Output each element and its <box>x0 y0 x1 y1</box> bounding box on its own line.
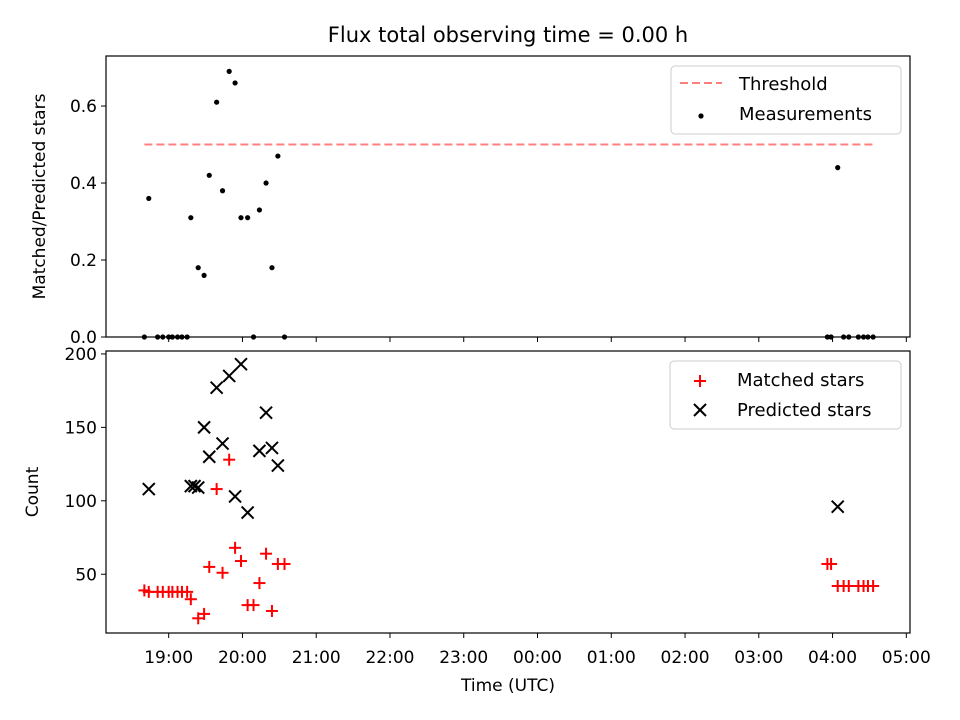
top-ytick-label: 0.2 <box>70 251 97 271</box>
predicted-star-point <box>234 357 248 371</box>
matched-star-point <box>247 599 260 612</box>
legend-label-threshold: Threshold <box>738 74 828 95</box>
bottom-ytick-label: 100 <box>65 492 97 512</box>
bottom-ylabel: Count <box>23 466 43 517</box>
matched-star-point <box>210 483 223 496</box>
predicted-star-point <box>271 458 285 473</box>
matched-star-point <box>229 541 242 554</box>
measurement-point <box>232 80 238 86</box>
predicted-star-point <box>187 479 202 493</box>
bottom-xtick-label: 19:00 <box>144 648 193 668</box>
measurement-point <box>269 265 275 271</box>
matched-star-point <box>184 593 197 606</box>
matched-star-point <box>181 585 194 598</box>
matched-star-point <box>216 566 229 579</box>
bottom-plot-marks <box>138 357 880 625</box>
top-axes-frame <box>105 55 911 338</box>
measurement-point <box>245 215 251 221</box>
bottom-xtick-label: 02:00 <box>661 648 710 668</box>
measurement-point <box>214 99 220 105</box>
bottom-y-ticks: 50 100 150 200 <box>65 345 106 585</box>
predicted-star-point <box>265 441 279 455</box>
matched-star-point <box>253 577 266 590</box>
top-ytick-label: 0.0 <box>70 328 97 348</box>
matched-star-point <box>278 557 291 570</box>
top-ytick-label: 0.6 <box>70 97 97 117</box>
legend-predicted-marker <box>693 403 707 417</box>
matched-star-point <box>203 560 216 573</box>
bottom-xtick-label: 20:00 <box>218 648 267 668</box>
predicted-star-point <box>228 489 242 504</box>
bottom-ytick-label: 200 <box>65 345 97 365</box>
predicted-star-point <box>209 381 224 395</box>
measurement-point <box>275 153 281 159</box>
bottom-xtick-label: 22:00 <box>365 648 414 668</box>
predicted-star-point <box>222 369 236 383</box>
matched-star-point <box>234 555 247 568</box>
legend-matched-marker <box>694 375 706 387</box>
bottom-xtick-label: 03:00 <box>734 648 783 668</box>
bottom-panel: 50 100 150 200 19:00 20:00 21:00 22:00 23:00 00:… <box>23 345 931 696</box>
top-y-ticks: 0.0 0.2 0.4 0.6 <box>70 97 106 348</box>
legend-label-predicted: Predicted stars <box>737 400 871 421</box>
measurement-point <box>263 180 269 186</box>
top-plot-marks <box>141 68 876 340</box>
bottom-ytick-label: 50 <box>75 565 97 585</box>
bottom-xtick-label: 04:00 <box>808 648 857 668</box>
predicted-star-point <box>215 436 230 451</box>
predicted-star-point <box>240 505 255 520</box>
bottom-axes-frame <box>105 350 911 634</box>
bottom-xtick-label: 23:00 <box>439 648 488 668</box>
bottom-x-ticks: 19:00 20:00 21:00 22:00 23:00 00:00 01:00 02:00… <box>144 633 931 668</box>
top-panel: 0.0 0.2 0.4 0.6 Matched/Predicted stars Thr… <box>30 55 911 348</box>
measurement-point <box>195 265 201 271</box>
predicted-star-point <box>202 450 216 464</box>
top-ytick-label: 0.4 <box>70 174 97 194</box>
measurement-point <box>201 272 207 279</box>
measurement-point <box>835 165 841 171</box>
bottom-legend: Matched stars Predicted stars <box>669 360 902 430</box>
matched-star-point <box>223 453 236 466</box>
bottom-xtick-label: 05:00 <box>882 648 931 668</box>
legend-label-measurements: Measurements <box>739 104 872 125</box>
matched-star-point <box>198 607 211 620</box>
top-x-ticks <box>168 337 907 342</box>
legend-label-matched: Matched stars <box>737 370 864 391</box>
predicted-star-point <box>259 405 273 420</box>
predicted-star-point <box>831 499 845 514</box>
measurement-point <box>188 215 194 221</box>
bottom-ytick-label: 150 <box>65 418 97 438</box>
figure-title: Flux total observing time = 0.00 h <box>328 23 688 47</box>
predicted-star-point <box>142 482 156 496</box>
top-legend: Threshold Measurements <box>670 65 902 135</box>
predicted-star-point <box>191 480 205 495</box>
measurement-point <box>206 172 212 178</box>
measurement-point <box>238 215 244 221</box>
measurement-point <box>219 188 226 194</box>
matched-star-point <box>867 580 880 592</box>
measurement-point <box>256 207 263 213</box>
predicted-star-point <box>197 420 211 435</box>
matched-star-point <box>825 557 838 570</box>
measurement-point <box>146 195 152 202</box>
bottom-xtick-label: 00:00 <box>513 648 562 668</box>
predicted-star-point <box>252 444 267 458</box>
legend-measurement-marker <box>698 113 704 119</box>
matched-star-point <box>265 604 278 617</box>
measurement-point <box>226 68 232 74</box>
bottom-xtick-label: 21:00 <box>292 648 341 668</box>
matched-star-point <box>260 547 273 560</box>
bottom-xtick-label: 01:00 <box>587 648 636 668</box>
bottom-xlabel: Time (UTC) <box>460 676 555 696</box>
top-ylabel: Matched/Predicted stars <box>30 93 50 299</box>
